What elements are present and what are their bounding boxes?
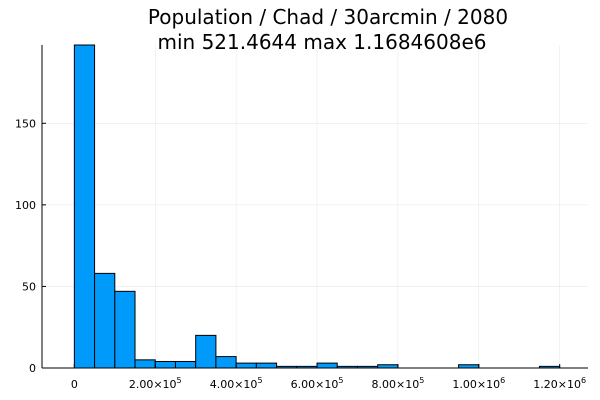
y-tick-label: 0	[29, 362, 36, 375]
x-tick-label: 4.00×105	[210, 376, 263, 391]
x-tick-label: 6.00×105	[291, 376, 344, 391]
histogram-bar	[94, 272, 116, 369]
histogram-bar	[235, 362, 257, 369]
chart-title-line1: Population / Chad / 30arcmin / 2080	[148, 5, 508, 29]
histogram-bar	[195, 334, 217, 369]
x-tick-label: 2.00×105	[129, 376, 182, 391]
histogram-bar	[134, 359, 156, 369]
histogram-bar	[154, 360, 176, 369]
histogram-bar	[73, 44, 96, 369]
histogram-bar	[255, 362, 278, 369]
grid	[42, 45, 588, 369]
tick-labels: 0 2.00×105 4.00×105 6.00×105 8.00×105 1.00×10…	[15, 117, 586, 391]
x-tick-label: 1.20×106	[533, 376, 586, 391]
axes	[41, 45, 588, 369]
histogram-bar	[114, 290, 136, 369]
y-tick-label: 150	[15, 117, 36, 130]
x-tick-label: 8.00×105	[372, 376, 425, 391]
histogram-bar	[316, 362, 338, 369]
histogram-bar	[174, 360, 197, 369]
x-tick-label: 0	[71, 378, 78, 391]
histogram-bar	[215, 356, 237, 369]
chart-title-line2: min 521.4644 max 1.1684608e6	[158, 30, 487, 54]
y-tick-label: 50	[22, 280, 36, 293]
y-tick-label: 100	[15, 199, 36, 212]
x-tick-label: 1.00×106	[452, 376, 505, 391]
